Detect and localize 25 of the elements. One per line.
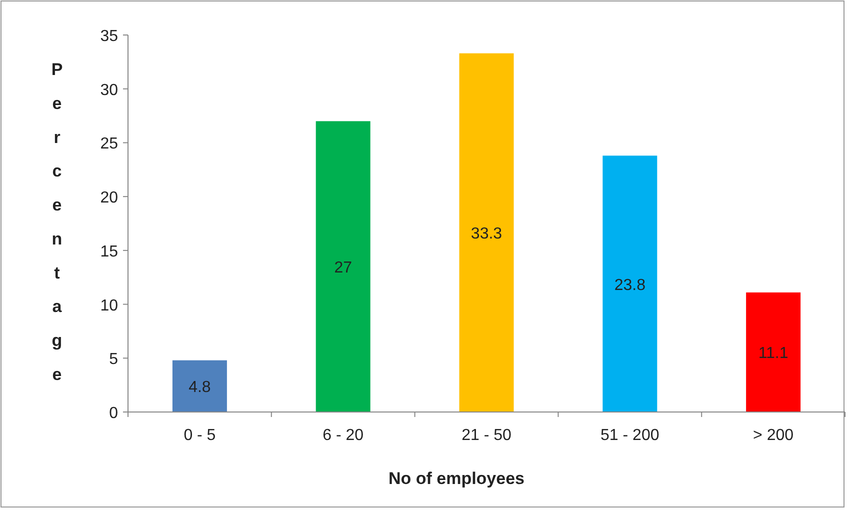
data-label: 4.8: [188, 379, 211, 396]
y-tick-label: 25: [100, 136, 118, 153]
data-label: 23.8: [614, 276, 646, 294]
bar: [459, 53, 514, 412]
y-tick-label: 35: [100, 28, 118, 45]
x-tick-label: 0 - 5: [184, 427, 216, 444]
data-label: 11.1: [758, 345, 788, 362]
bar: [316, 121, 370, 412]
y-tick-label: 15: [100, 243, 118, 260]
y-tick-label: 5: [109, 351, 118, 368]
text: Percentage: [51, 60, 63, 384]
y-tick-label: 0: [109, 405, 118, 422]
y-tick-label: 10: [100, 297, 118, 314]
x-tick-label: 21 - 50: [462, 427, 512, 444]
bar: [172, 360, 227, 412]
x-tick-label: 6 - 20: [322, 427, 364, 444]
x-tick-label: 51 - 200: [600, 427, 660, 444]
data-label: 27: [334, 260, 352, 277]
data-label: 33.3: [470, 226, 502, 243]
y-tick-label: 20: [100, 190, 118, 207]
bar: [746, 292, 801, 412]
y-tick-label: 30: [100, 82, 118, 99]
x-axis-title: No of employees: [388, 469, 525, 488]
x-tick-label: > 200: [753, 427, 794, 444]
bar: [602, 156, 658, 412]
